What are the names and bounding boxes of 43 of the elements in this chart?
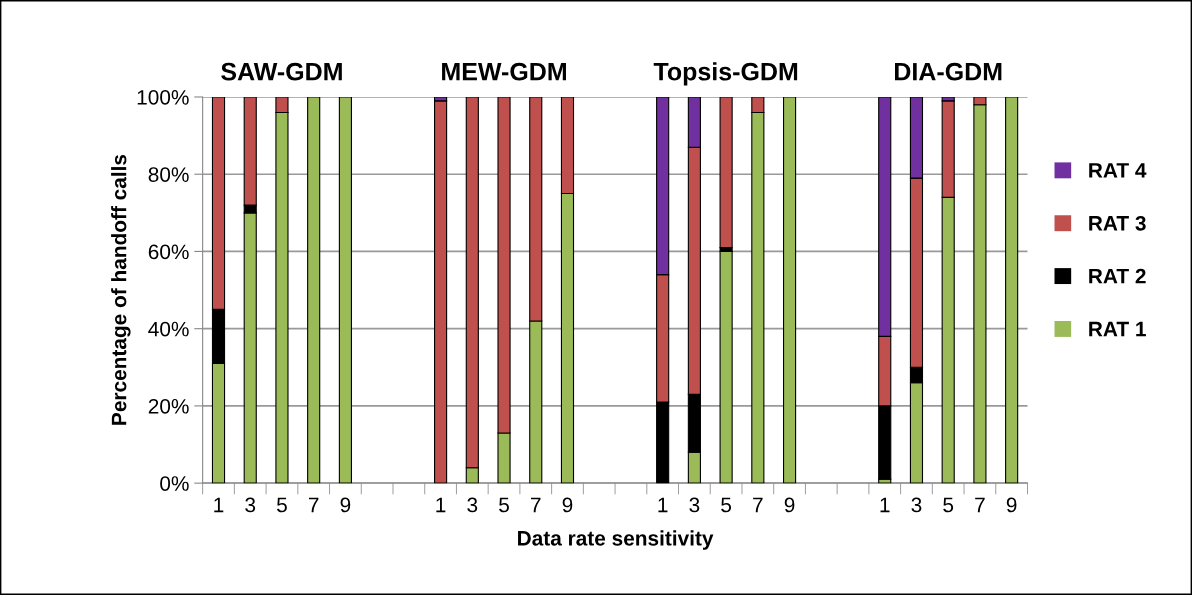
bar xyxy=(782,96,797,484)
bar xyxy=(338,96,352,484)
x-tick-label: 3 xyxy=(689,497,700,513)
x-tick-label: 7 xyxy=(308,497,319,513)
legend-label: RAT 3 xyxy=(1089,215,1146,231)
y-tick-label: 40% xyxy=(148,321,189,337)
legend-label: RAT 2 xyxy=(1089,268,1146,284)
x-tick-label: 1 xyxy=(214,497,224,513)
bar xyxy=(1005,96,1019,484)
x-tick-label: 3 xyxy=(911,497,922,513)
x-tick-label: 3 xyxy=(467,497,478,513)
x-axis-title: Data rate sensitivity xyxy=(518,530,714,550)
bar xyxy=(719,250,733,484)
text: DIA-GDM xyxy=(895,62,1002,81)
x-tick-label: 5 xyxy=(499,497,509,513)
x-tick-label: 7 xyxy=(531,497,541,513)
bar xyxy=(433,100,448,484)
x-tick-label: 9 xyxy=(1006,497,1017,513)
x-tick-label: 5 xyxy=(943,497,954,513)
x-tick-label: 1 xyxy=(436,497,446,513)
x-tick-label: 5 xyxy=(721,497,732,513)
y-axis-title: Percentage of handoff calls xyxy=(111,154,131,425)
y-tick-label: 80% xyxy=(148,167,189,182)
x-tick-label: 7 xyxy=(753,497,763,513)
legend-label: RAT 4 xyxy=(1089,163,1147,178)
x-tick-label: 9 xyxy=(784,497,795,513)
text: SAW-GDM xyxy=(221,62,342,81)
x-tick-label: 9 xyxy=(340,497,351,513)
x-tick-label: 1 xyxy=(658,497,668,513)
bar xyxy=(307,96,321,484)
x-tick-label: 5 xyxy=(276,497,287,513)
bar xyxy=(719,96,733,249)
y-tick-label: 0% xyxy=(160,476,189,491)
text: Topsis-GDM xyxy=(653,62,798,86)
x-tick-label: 9 xyxy=(562,497,573,513)
x-tick-label: 7 xyxy=(975,497,985,513)
text: MEW-GDM xyxy=(442,62,566,81)
x-tick-label: 3 xyxy=(245,497,256,513)
x-tick-label: 1 xyxy=(880,497,890,513)
legend-label: RAT 1 xyxy=(1089,321,1146,337)
y-tick-label: 20% xyxy=(148,398,189,414)
y-tick-label: 100% xyxy=(137,89,189,105)
y-tick-label: 60% xyxy=(148,244,189,260)
